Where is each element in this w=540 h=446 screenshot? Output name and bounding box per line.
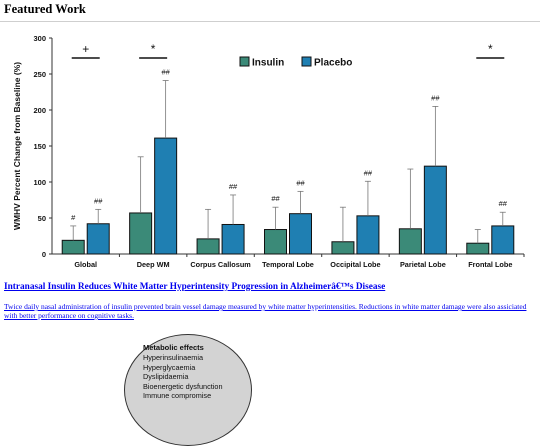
bar-placebo <box>356 215 380 255</box>
x-tick-label: Deep WM <box>137 260 170 269</box>
legend-swatch-insulin <box>239 56 250 67</box>
significance-mark: ## <box>229 182 238 191</box>
bar-insulin <box>264 229 287 255</box>
y-axis-label: WMHV Percent Change from Baseline (%) <box>12 62 22 230</box>
x-tick-label: Frontal Lobe <box>468 260 512 269</box>
metabolic-item: Hyperglycaemia <box>143 362 196 372</box>
x-tick-label: Occipital Lobe <box>330 260 380 269</box>
bar-placebo <box>86 223 110 255</box>
x-tick-label: Corpus Callosum <box>190 260 251 269</box>
significance-mark: ## <box>499 199 508 208</box>
y-tick-label: 200 <box>33 106 46 115</box>
group-significance-mark: * <box>151 42 156 56</box>
significance-mark: ## <box>296 178 305 187</box>
significance-mark: ## <box>271 194 280 203</box>
y-tick-label: 50 <box>38 214 46 223</box>
bar-placebo <box>221 223 245 255</box>
x-tick-label: Parietal Lobe <box>400 260 446 269</box>
bar-placebo <box>154 137 178 255</box>
metabolic-item: Hyperinsulinaemia <box>143 353 204 362</box>
article-title-link[interactable]: Intranasal Insulin Reduces White Matter … <box>4 282 386 292</box>
group-significance-mark: * <box>488 42 493 56</box>
group-significance-mark: + <box>82 42 89 56</box>
significance-mark: ## <box>94 196 103 205</box>
article-description-link[interactable]: Twice daily nasal administration of insu… <box>4 302 527 320</box>
bar-placebo <box>491 225 515 255</box>
metabolic-item: Bioenergetic dysfunction <box>143 381 223 391</box>
bar-insulin <box>129 212 153 255</box>
y-tick-label: 100 <box>33 178 46 187</box>
legend-label-insulin: Insulin <box>252 58 284 69</box>
legend-swatch-placebo <box>301 56 312 67</box>
significance-mark: ## <box>431 93 440 102</box>
metabolic-item: Immune compromise <box>143 391 212 400</box>
metabolic-item: Dyslipidaemia <box>143 372 189 381</box>
legend-label-placebo: Placebo <box>314 58 352 69</box>
x-tick-label: Temporal Lobe <box>262 260 314 269</box>
y-tick-label: 150 <box>33 142 46 151</box>
bar-placebo <box>423 165 447 255</box>
significance-mark: ## <box>161 67 170 76</box>
bar-insulin <box>61 239 85 255</box>
heading-divider <box>0 21 540 22</box>
x-tick-label: Global <box>74 260 97 269</box>
bar-placebo <box>289 213 312 255</box>
bar-insulin <box>196 238 220 255</box>
significance-mark: ## <box>364 168 373 177</box>
wmhv-bar-chart: WMHV Percent Change from Baseline (%) 0 50… <box>12 34 525 269</box>
metabolic-effects-list: Hyperinsulinaemia Hyperglycaemia Dyslipi… <box>143 353 223 401</box>
bar-insulin <box>466 242 490 255</box>
bar-insulin <box>398 228 422 255</box>
significance-mark: # <box>71 213 76 222</box>
y-tick-label: 250 <box>33 70 46 79</box>
y-tick-label: 300 <box>33 34 46 43</box>
section-heading: Featured Work <box>4 2 86 16</box>
bar-insulin <box>331 241 355 255</box>
metabolic-effects-title: Metabolic effects <box>143 343 204 352</box>
y-tick-label: 0 <box>42 250 46 259</box>
